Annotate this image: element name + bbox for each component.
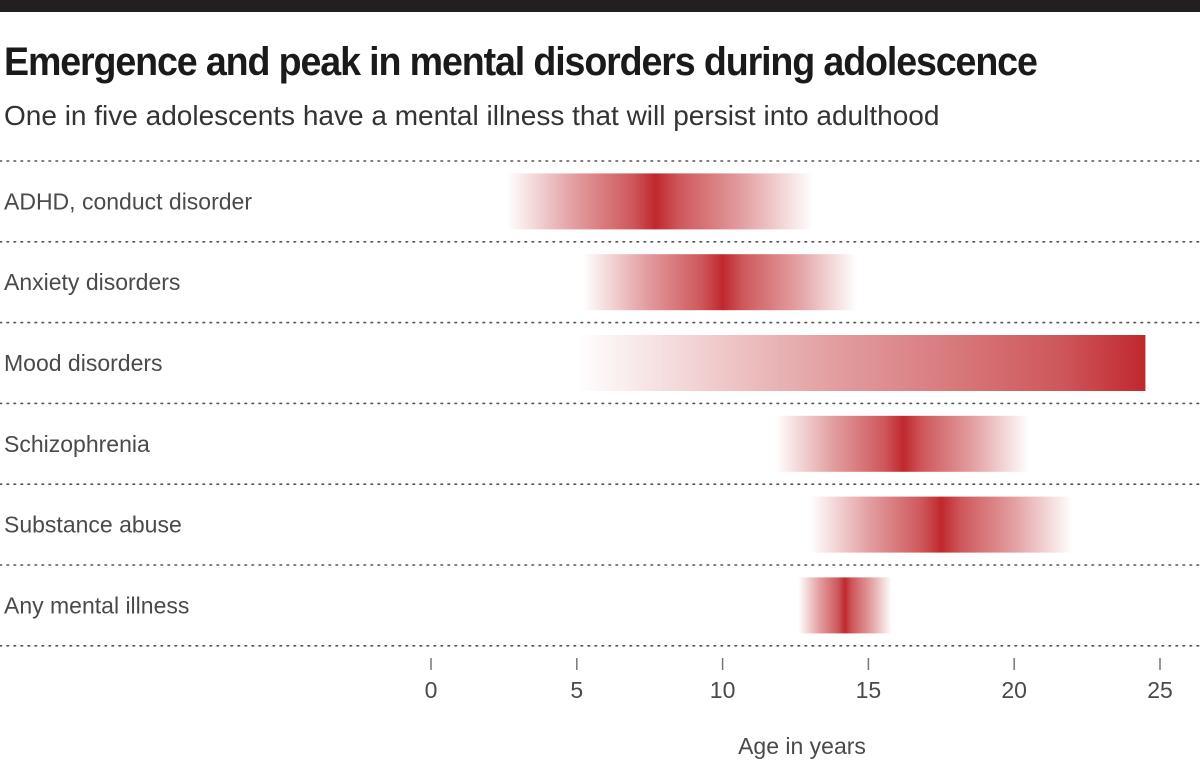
range-bar-anxiety-disorders xyxy=(582,254,857,311)
chart-title: Emergence and peak in mental disorders d… xyxy=(4,40,1038,84)
row-labels: ADHD, conduct disorder Anxiety disorders M… xyxy=(4,188,252,618)
x-tick-label: 10 xyxy=(710,677,736,703)
x-tick-label: 5 xyxy=(570,677,583,703)
range-bar-any-mental-illness xyxy=(798,577,892,634)
row-label: Schizophrenia xyxy=(4,431,150,457)
x-tick-label: 20 xyxy=(1001,677,1027,703)
row-label: Anxiety disorders xyxy=(4,269,180,295)
top-rule xyxy=(0,0,1200,12)
range-bar-adhd-conduct-disorder xyxy=(506,173,813,230)
x-axis-title: Age in years xyxy=(738,733,866,759)
x-tick-label: 15 xyxy=(856,677,882,703)
range-bars xyxy=(506,173,1146,634)
row-separators xyxy=(0,160,1200,647)
row-label: Substance abuse xyxy=(4,512,182,538)
range-bar-schizophrenia xyxy=(775,415,1029,472)
x-axis: 0 5 10 15 20 25 xyxy=(425,658,1173,703)
row-label: Any mental illness xyxy=(4,592,189,618)
row-label: Mood disorders xyxy=(4,350,163,376)
x-tick-label: 0 xyxy=(425,677,438,703)
chart-subtitle: One in five adolescents have a mental il… xyxy=(4,100,940,131)
range-bar-substance-abuse xyxy=(810,496,1073,553)
row-label: ADHD, conduct disorder xyxy=(4,188,252,214)
x-tick-label: 25 xyxy=(1147,677,1173,703)
range-bar-mood-disorders xyxy=(576,335,1146,391)
